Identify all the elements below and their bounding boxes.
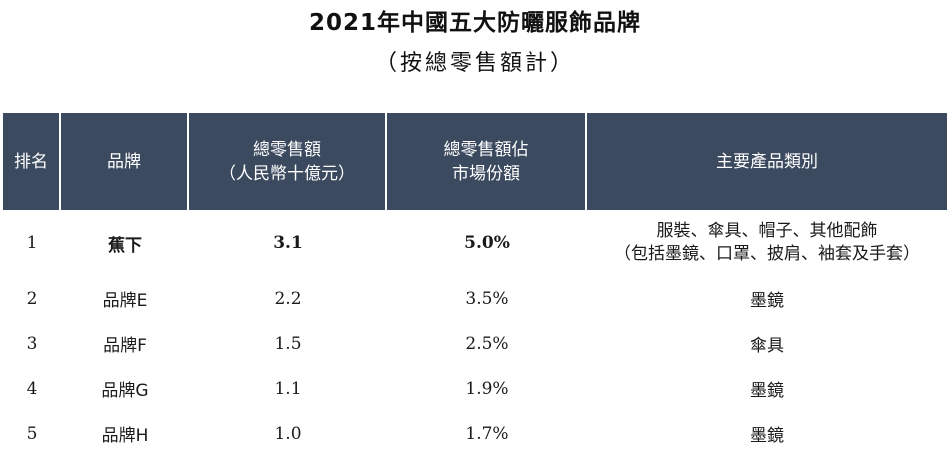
header-share-line1: 總零售額佔 bbox=[443, 139, 529, 160]
category-cell: 服裝、傘具、帽子、其他配飾 （包括墨鏡、口罩、披肩、袖套及手套） bbox=[587, 210, 947, 276]
header-share-line2: 市場份額 bbox=[452, 163, 520, 184]
table-row: 1 蕉下 3.1 5.0% 服裝、傘具、帽子、其他配飾 （包括墨鏡、口罩、披肩、… bbox=[3, 210, 947, 276]
category-cell: 墨鏡 bbox=[750, 426, 784, 446]
header-brand: 品牌 bbox=[61, 113, 189, 210]
table-header-row: 排名 品牌 總零售額 （人民幣十億元） 總零售額佔 市場份額 主要產品類別 bbox=[3, 113, 947, 210]
share-cell: 1.7% bbox=[465, 423, 509, 444]
category-cell: 傘具 bbox=[750, 336, 784, 356]
share-cell: 5.0% bbox=[464, 233, 510, 253]
sales-cell: 3.1 bbox=[273, 233, 303, 253]
rank-cell: 5 bbox=[26, 423, 38, 444]
sales-cell: 1.0 bbox=[274, 423, 302, 444]
header-sales-line2: （人民幣十億元） bbox=[219, 163, 355, 184]
brand-cell: 蕉下 bbox=[108, 235, 142, 256]
sales-cell: 2.2 bbox=[274, 288, 302, 309]
brand-cell: 品牌H bbox=[101, 426, 149, 446]
table-row: 5 品牌H 1.0 1.7% 墨鏡 bbox=[3, 411, 947, 456]
share-cell: 1.9% bbox=[465, 378, 509, 399]
header-sales-line1: 總零售額 bbox=[253, 139, 321, 160]
header-rank: 排名 bbox=[3, 113, 61, 210]
brand-ranking-table: 排名 品牌 總零售額 （人民幣十億元） 總零售額佔 市場份額 主要產品類別 1 … bbox=[3, 113, 947, 456]
rank-cell: 3 bbox=[26, 333, 38, 354]
table-row: 4 品牌G 1.1 1.9% 墨鏡 bbox=[3, 366, 947, 411]
report-title: 2021年中國五大防曬服飾品牌 bbox=[308, 10, 641, 36]
table-row: 2 品牌E 2.2 3.5% 墨鏡 bbox=[3, 276, 947, 321]
sales-cell: 1.1 bbox=[274, 378, 302, 399]
brand-cell: 品牌E bbox=[102, 291, 148, 311]
share-cell: 3.5% bbox=[465, 288, 509, 309]
share-cell: 2.5% bbox=[465, 333, 509, 354]
rank-cell: 4 bbox=[26, 378, 38, 399]
report-subtitle: （按總零售額計） bbox=[374, 51, 575, 76]
category-line1: 服裝、傘具、帽子、其他配飾 bbox=[656, 221, 878, 241]
rank-cell: 1 bbox=[26, 233, 38, 253]
category-line2: （包括墨鏡、口罩、披肩、袖套及手套） bbox=[614, 244, 920, 264]
header-category: 主要產品類別 bbox=[587, 113, 947, 210]
table-row: 3 品牌F 1.5 2.5% 傘具 bbox=[3, 321, 947, 366]
sales-cell: 1.5 bbox=[274, 333, 302, 354]
header-share: 總零售額佔 市場份額 bbox=[387, 113, 587, 210]
category-cell: 墨鏡 bbox=[750, 381, 784, 401]
category-cell: 墨鏡 bbox=[750, 291, 784, 311]
brand-cell: 品牌G bbox=[101, 381, 149, 401]
header-sales: 總零售額 （人民幣十億元） bbox=[189, 113, 387, 210]
rank-cell: 2 bbox=[26, 288, 38, 309]
brand-cell: 品牌F bbox=[103, 336, 147, 356]
